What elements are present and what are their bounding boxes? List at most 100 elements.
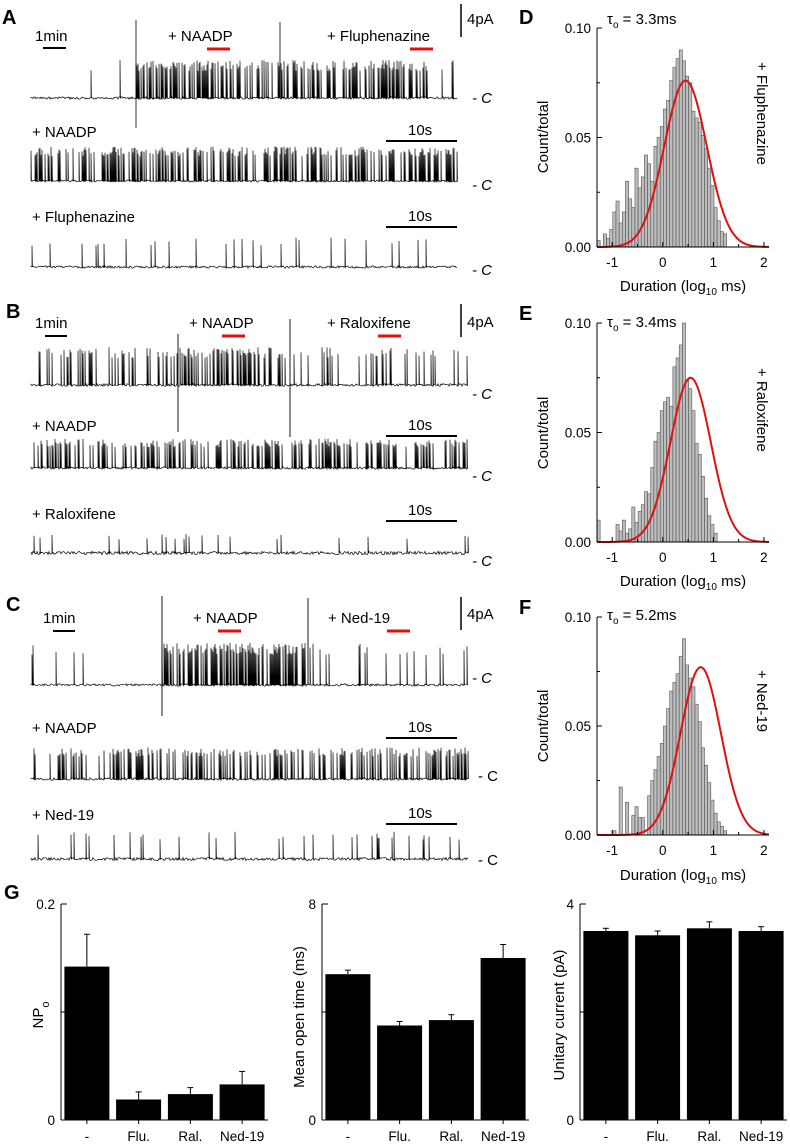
amplitude-scale-label: 4pA	[467, 314, 494, 331]
y-axis-label: Mean open time (ms)	[291, 946, 308, 1088]
histogram-bar	[640, 504, 645, 543]
histogram-bar	[659, 743, 664, 836]
time-scale-label: 1min	[35, 315, 68, 332]
histogram-bar	[707, 167, 712, 248]
bar	[64, 966, 110, 1120]
histogram-bar	[685, 75, 689, 248]
histogram-bar	[644, 154, 648, 248]
histogram-bar	[723, 830, 727, 836]
histogram-bar	[678, 344, 683, 543]
histogram-bar	[716, 220, 721, 248]
histogram-bar	[688, 677, 693, 836]
category-label: Ned-19	[220, 1129, 264, 1144]
histogram-bar	[713, 812, 718, 836]
tau-annotation: τo = 3.3ms	[607, 11, 676, 31]
histogram-bar	[653, 145, 658, 248]
histogram-bar	[688, 388, 693, 543]
x-axis-label: Duration (log10 ms)	[620, 867, 746, 887]
tau-symbol: τ	[607, 607, 613, 624]
category-label: Ned-19	[739, 1129, 783, 1144]
panel-label-a: A	[2, 7, 16, 29]
histogram-bar	[694, 117, 699, 248]
histogram-bar	[691, 110, 696, 248]
tau-subscript: o	[613, 20, 619, 31]
closed-level-label: - C	[472, 262, 492, 279]
closed-level-label: - C	[472, 468, 492, 485]
histogram-bar	[650, 467, 655, 543]
closed-level-label: - C	[478, 852, 498, 869]
drug-label: + Fluphenazine	[327, 28, 430, 45]
time-scale-label: 10s	[408, 122, 432, 139]
histogram-bar	[710, 185, 715, 248]
closed-level-label: - C	[472, 90, 492, 107]
y-tick-label: 8	[308, 897, 316, 912]
histogram-bar	[669, 690, 674, 836]
histogram-bar	[675, 357, 680, 543]
bar	[116, 1099, 162, 1120]
histogram-bar	[691, 410, 696, 543]
bar-chart-npo: NPo 0 0.2 - Flu. Ral. Ned-19	[30, 897, 268, 1144]
histogram-bar	[688, 82, 693, 248]
category-label: Ral.	[178, 1129, 202, 1144]
histogram-bar	[697, 721, 702, 836]
panel-label-f: F	[519, 597, 531, 619]
histogram-bar	[615, 524, 620, 543]
histogram-bar	[720, 825, 724, 836]
histogram-bar	[666, 397, 671, 543]
histogram-bar	[663, 725, 667, 836]
y-tick-label: 0.00	[565, 828, 591, 843]
histogram-bar	[723, 233, 727, 248]
histogram-bar	[663, 108, 667, 248]
time-scale-label: 10s	[408, 805, 432, 822]
histogram-bar	[653, 769, 658, 836]
closed-level-label: - C	[472, 386, 492, 403]
time-scale-label: 10s	[408, 719, 432, 736]
histogram-bar	[701, 135, 705, 248]
x-tick-label: 1	[710, 255, 718, 270]
histogram-bar	[637, 511, 642, 543]
naadp-label: + NAADP	[193, 610, 258, 627]
histogram-bar	[682, 322, 686, 543]
histogram-bar	[666, 708, 671, 836]
time-scale-label: 1min	[43, 610, 76, 627]
histogram-bar	[606, 237, 610, 248]
y-tick-label: 0.10	[565, 610, 591, 625]
closed-level-label: - C	[472, 177, 492, 194]
time-scale-label: 10s	[408, 502, 432, 519]
histogram-bar	[697, 121, 702, 248]
panel-label-g: G	[4, 882, 20, 904]
histogram-bar	[682, 638, 686, 836]
row-label: + NAADP	[32, 720, 97, 737]
closed-level-label: - C	[472, 670, 492, 687]
y-axis-label: Count/total	[535, 101, 552, 174]
histogram-bar	[682, 60, 686, 248]
bar	[219, 1084, 265, 1120]
bar	[686, 928, 732, 1120]
y-label-sub: o	[40, 1002, 52, 1008]
x-tick-label: 2	[760, 255, 768, 270]
histogram-bar	[701, 475, 705, 543]
bar	[428, 1020, 474, 1120]
tau-subscript: o	[613, 323, 619, 334]
histogram-bar	[653, 440, 658, 543]
histogram-bar	[618, 530, 623, 543]
time-scale-label: 10s	[408, 417, 432, 434]
histogram-bar	[713, 207, 718, 248]
histogram-bar	[716, 821, 721, 836]
category-label: Flu.	[388, 1129, 411, 1144]
naadp-trace	[30, 146, 458, 184]
amplitude-scale-label: 4pA	[467, 606, 494, 623]
histogram-bar	[685, 664, 689, 836]
time-scale-label: 1min	[35, 28, 68, 45]
y-axis-label: Count/total	[535, 690, 552, 763]
y-tick-label: 0.00	[565, 535, 591, 550]
tau-value: = 5.2ms	[619, 607, 677, 624]
y-tick-label: 0	[566, 1113, 574, 1128]
histogram-bar	[707, 782, 712, 836]
trace-panel-b: B 1min + NAADP + Raloxifene 4pA - C + NA…	[6, 301, 494, 570]
category-label: -	[604, 1129, 609, 1144]
y-tick-label: 4	[566, 897, 574, 912]
y-tick-label: 0.05	[565, 131, 591, 146]
tau-symbol: τ	[607, 11, 613, 28]
